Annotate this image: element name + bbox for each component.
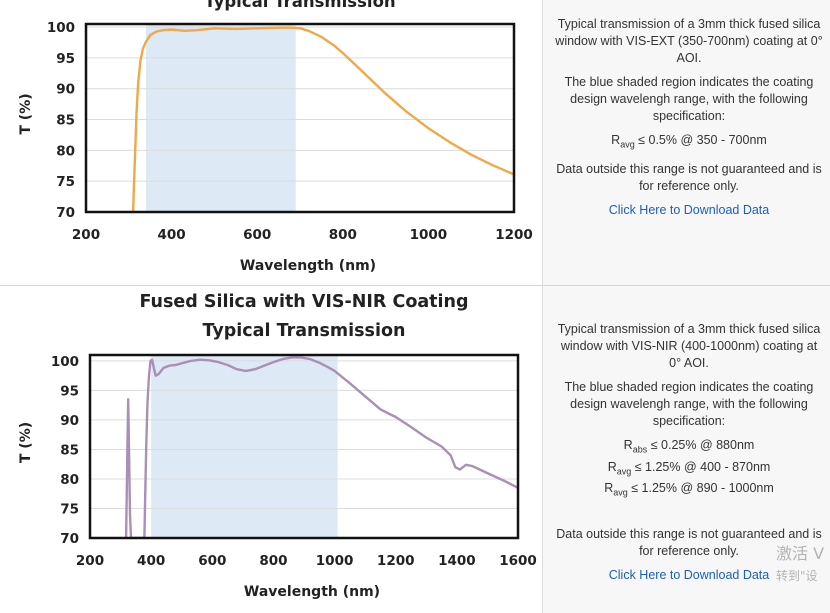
watermark-line-1: 激活 V: [776, 544, 825, 563]
x-tick-label: 400: [158, 227, 186, 243]
spec-line: Ravg ≤ 1.25% @ 890 - 1000nm: [604, 481, 774, 498]
y-tick-label: 100: [47, 20, 75, 36]
x-tick-label: 1200: [377, 553, 415, 569]
row-divider: [0, 285, 830, 286]
y-tick-label: 70: [60, 531, 79, 547]
panel-paragraph: Typical transmission of a 3mm thick fuse…: [557, 322, 821, 370]
chart-title: Typical Transmission: [204, 0, 395, 11]
chart-cell-1: Typical Transmission 70 75 80 85 90 95 100 200 4…: [0, 0, 542, 285]
spec-list: Ravg ≤ 0.5% @ 350 - 700nm: [555, 132, 823, 154]
x-tick-label: 200: [72, 227, 100, 243]
x-tick-label: 800: [259, 553, 287, 569]
chart-title-line-2: Typical Transmission: [203, 321, 406, 341]
y-axis-label: T (%): [18, 422, 34, 463]
transmission-chart-1: Typical Transmission 70 75 80 85 90 95 100 200 4…: [18, 0, 533, 274]
y-tick-label: 75: [56, 174, 75, 190]
x-tick-label: 1200: [495, 227, 533, 243]
y-tick-label: 75: [60, 501, 79, 517]
x-tick-label: 800: [329, 227, 357, 243]
info-panel-2: Typical transmission of a 3mm thick fuse…: [542, 286, 830, 613]
x-tick-label: 600: [243, 227, 271, 243]
plot-frame: [84, 22, 516, 214]
x-axis-label: Wavelength (nm): [240, 258, 376, 274]
panel-note: Data outside this range is not guarantee…: [556, 161, 822, 193]
coating-design-region: [151, 355, 338, 538]
panel-note: Data outside this range is not guarantee…: [556, 526, 822, 558]
y-tick-label: 90: [56, 82, 75, 98]
x-tick-label: 1000: [410, 227, 448, 243]
y-tick-label: 85: [60, 442, 79, 458]
panel-paragraph: The blue shaded region indicates the coa…: [564, 75, 814, 123]
x-tick-label: 1600: [499, 553, 537, 569]
transmission-series-line: [124, 356, 518, 538]
y-tick-label: 100: [51, 354, 79, 370]
chart-row-2: Fused Silica with VIS-NIR Coating Typica…: [0, 286, 830, 613]
plot-frame: [88, 353, 520, 540]
transmission-series-line: [131, 26, 514, 212]
y-tick-label: 80: [60, 472, 79, 488]
x-tick-label: 200: [76, 553, 104, 569]
chart-title-line-1: Fused Silica with VIS-NIR Coating: [139, 292, 468, 312]
y-tick-label: 70: [56, 205, 75, 221]
y-tick-label: 80: [56, 143, 75, 159]
spec-line: Ravg ≤ 0.5% @ 350 - 700nm: [611, 133, 767, 150]
x-tick-label: 600: [198, 553, 226, 569]
x-axis-label: Wavelength (nm): [244, 584, 380, 600]
panel-paragraph: Typical transmission of a 3mm thick fuse…: [555, 17, 823, 65]
y-tick-label: 95: [56, 51, 75, 67]
watermark-line-2: 转到"设: [776, 569, 818, 583]
x-tick-label: 1400: [438, 553, 476, 569]
panel-description: Typical transmission of a 3mm thick fuse…: [555, 16, 823, 219]
panel-paragraph: The blue shaded region indicates the coa…: [564, 380, 814, 428]
chart-row-1: Typical Transmission 70 75 80 85 90 95 100 200 4…: [0, 0, 830, 285]
spec-list: Rabs ≤ 0.25% @ 880nm Ravg ≤ 1.25% @ 400 …: [555, 437, 823, 502]
x-tick-label: 400: [137, 553, 165, 569]
x-tick-label: 1000: [316, 553, 354, 569]
y-tick-label: 85: [56, 113, 75, 129]
download-data-link[interactable]: Click Here to Download Data: [608, 567, 770, 582]
chart-cell-2: Fused Silica with VIS-NIR Coating Typica…: [0, 286, 542, 613]
coating-design-region: [145, 24, 296, 212]
spec-line: Rabs ≤ 0.25% @ 880nm: [623, 438, 755, 455]
y-axis-label: T (%): [18, 93, 34, 134]
panel-description: Typical transmission of a 3mm thick fuse…: [555, 321, 823, 584]
spec-line: Ravg ≤ 1.25% @ 400 - 870nm: [607, 459, 771, 477]
activation-watermark: 激活 V 转到"设: [776, 544, 830, 594]
download-data-link[interactable]: Click Here to Download Data: [608, 202, 770, 217]
info-panel-1: Typical transmission of a 3mm thick fuse…: [542, 0, 830, 285]
y-tick-label: 90: [60, 413, 79, 429]
y-tick-label: 95: [60, 383, 79, 399]
transmission-chart-2: Fused Silica with VIS-NIR Coating Typica…: [18, 292, 537, 600]
